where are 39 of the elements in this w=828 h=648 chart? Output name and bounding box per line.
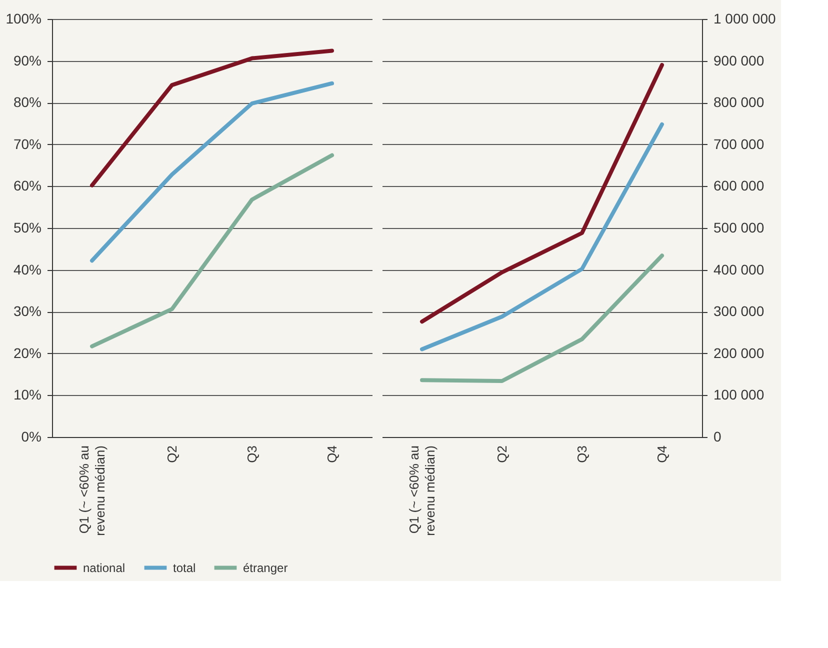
y-tick-label: 700 000 [714,136,764,152]
y-tick-label: 0% [21,428,42,444]
x-tick-label: Q3 [574,446,590,463]
y-tick-label: 100% [6,10,42,26]
line-series [90,81,334,263]
line-series [420,254,664,383]
y-tick-label: 90% [13,52,42,68]
y-tick-label: 50% [13,220,42,236]
y-tick-label: 30% [13,303,42,320]
y-tick-label: 100 000 [714,386,764,403]
y-tick-label: 0 [714,428,722,444]
y-tick-label: 80% [13,94,42,110]
x-tick-label: Q2 [164,446,180,463]
line-series [90,153,334,348]
y-tick-label: 200 000 [714,344,764,361]
y-tick-label: 10% [13,386,42,403]
line-series [420,122,664,352]
y-tick-label: 600 000 [714,178,764,194]
y-tick-label: 70% [13,136,42,152]
y-tick-label: 400 000 [714,261,764,278]
x-tick-label: Q1 (~ <60% au revenu médian) [406,446,438,536]
y-tick-label: 60% [13,178,42,194]
y-tick-label: 800 000 [714,94,764,110]
y-tick-label: 40% [13,261,42,278]
y-tick-label: 20% [13,344,42,361]
y-tick-label: 500 000 [714,220,764,236]
x-tick-label: Q1 (~ <60% au revenu médian) [76,446,108,536]
y-tick-label: 1 000 000 [714,10,776,26]
line-series [90,48,334,188]
legend-label: étranger [243,560,288,575]
x-tick-label: Q4 [324,446,340,463]
legend-label: total [173,560,196,575]
line-series [420,62,664,324]
x-tick-label: Q2 [494,446,510,463]
y-tick-label: 300 000 [714,303,764,320]
x-tick-label: Q3 [244,446,260,463]
x-tick-label: Q4 [654,446,670,463]
legend-label: national [83,560,126,575]
y-tick-label: 900 000 [714,52,764,68]
